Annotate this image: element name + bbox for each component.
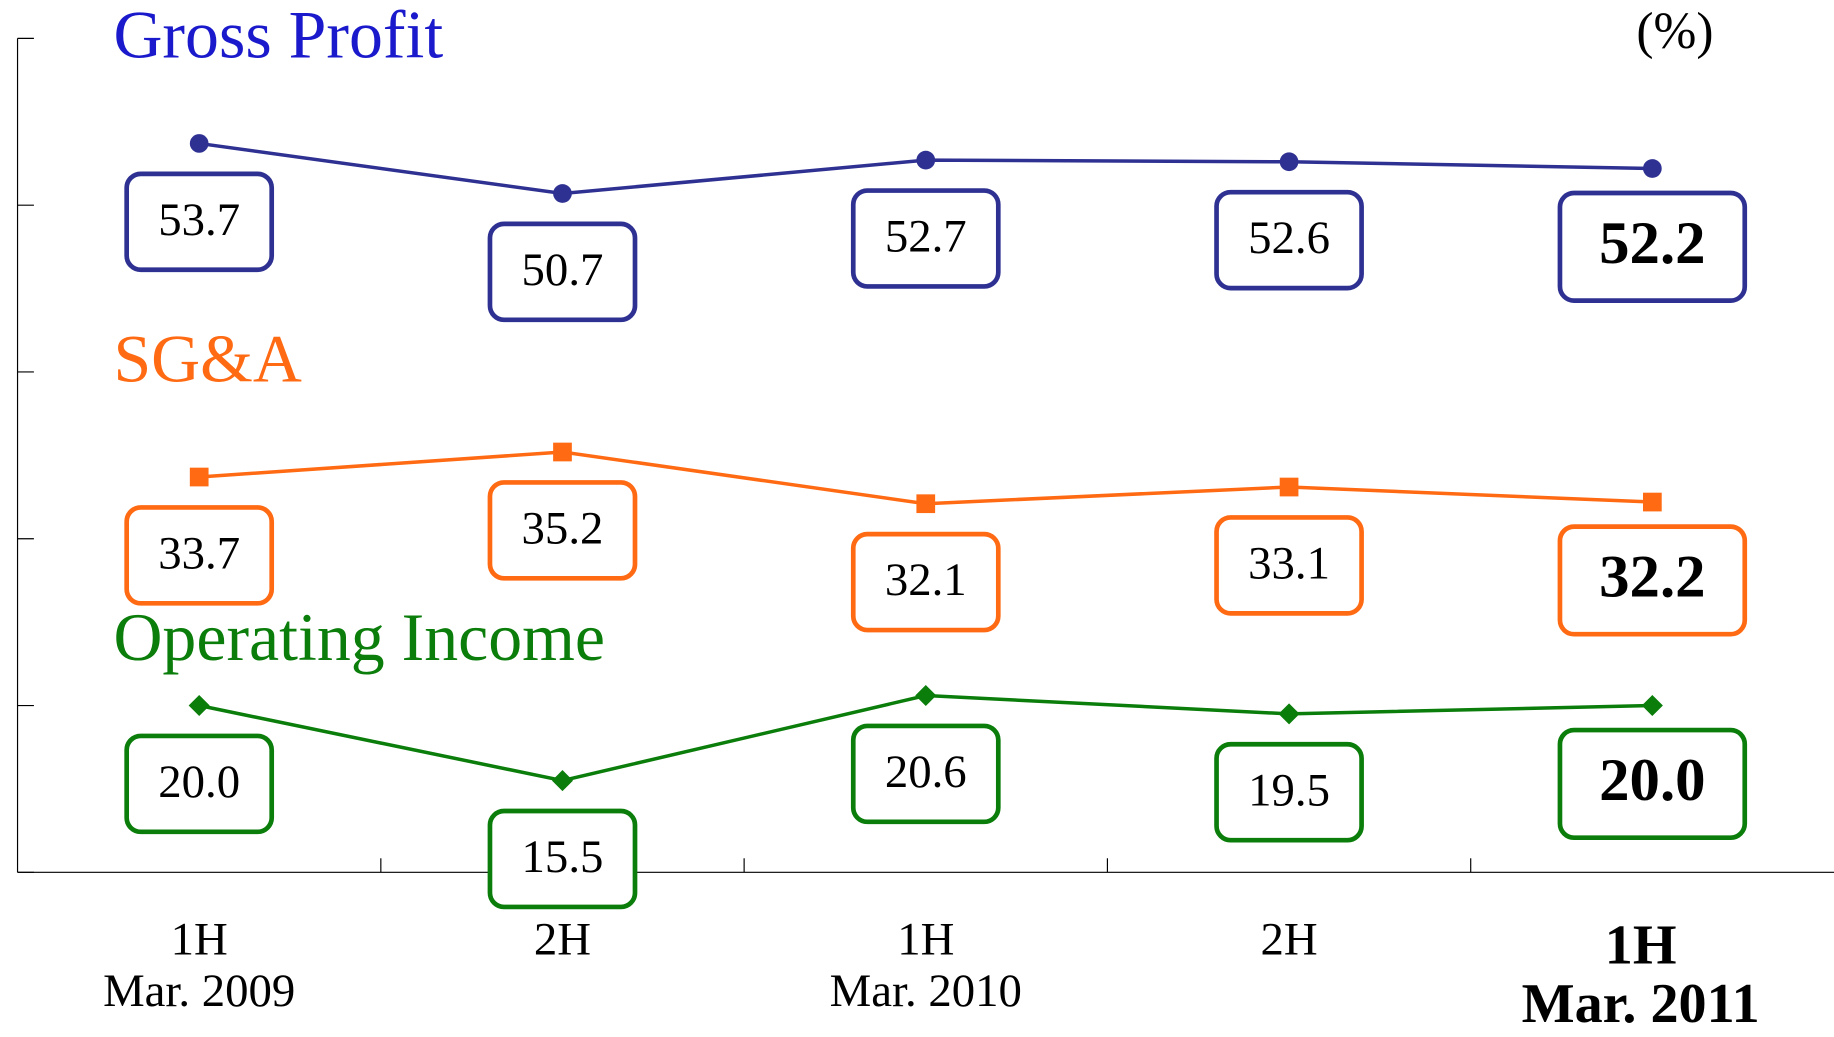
value-label-box bbox=[1214, 741, 1364, 843]
value-label: 33.1 bbox=[1248, 537, 1330, 589]
value-label-box bbox=[850, 531, 1001, 633]
value-label: 20.0 bbox=[158, 756, 240, 808]
marker bbox=[916, 494, 936, 514]
x-tick-label: 1H bbox=[897, 913, 954, 965]
value-label-box bbox=[850, 188, 1001, 289]
value-label-box bbox=[124, 505, 275, 606]
marker bbox=[1279, 152, 1299, 172]
marker bbox=[553, 442, 572, 462]
value-label-box bbox=[1557, 727, 1748, 841]
marker bbox=[553, 184, 572, 203]
marker bbox=[1642, 159, 1662, 178]
marker bbox=[189, 467, 209, 487]
value-label-box bbox=[1557, 524, 1748, 637]
value-label: 33.7 bbox=[158, 527, 240, 579]
value-label: 20.0 bbox=[1599, 747, 1705, 814]
value-label-box bbox=[487, 808, 638, 910]
x-tick-label: Mar. 2011 bbox=[1522, 973, 1760, 1035]
marker bbox=[189, 134, 209, 153]
marker bbox=[915, 684, 937, 707]
value-label: 53.7 bbox=[158, 194, 240, 246]
value-label: 35.2 bbox=[522, 502, 604, 554]
unit-label: (%) bbox=[1636, 3, 1713, 60]
value-label: 20.6 bbox=[885, 746, 967, 798]
x-tick-label: 1H bbox=[1605, 915, 1677, 977]
value-label: 50.7 bbox=[522, 244, 604, 296]
value-label: 52.2 bbox=[1599, 210, 1705, 277]
marker bbox=[188, 694, 210, 717]
marker bbox=[1641, 694, 1663, 717]
marker bbox=[551, 770, 574, 792]
x-tick-label: 1H bbox=[171, 913, 228, 965]
series-label: Gross Profit bbox=[113, 0, 443, 72]
value-label-box bbox=[124, 733, 275, 835]
value-label-box bbox=[850, 723, 1001, 825]
value-label-box bbox=[487, 480, 638, 581]
value-label-box bbox=[1214, 515, 1364, 616]
value-label: 52.7 bbox=[885, 211, 967, 263]
value-label: 19.5 bbox=[1248, 764, 1330, 816]
marker bbox=[1278, 703, 1300, 725]
x-tick-label: Mar. 2010 bbox=[830, 965, 1022, 1017]
marker bbox=[916, 150, 936, 170]
value-label-box bbox=[1214, 189, 1364, 291]
value-label-box bbox=[124, 171, 275, 273]
x-tick-label: 2H bbox=[1260, 913, 1317, 965]
value-label-box bbox=[1557, 190, 1748, 303]
series-label: SG&A bbox=[113, 321, 301, 396]
x-tick-label: 2H bbox=[534, 913, 591, 965]
value-label: 32.1 bbox=[885, 554, 967, 606]
value-label: 15.5 bbox=[522, 831, 604, 883]
value-label: 52.6 bbox=[1248, 212, 1330, 264]
value-label: 32.2 bbox=[1599, 544, 1705, 611]
value-label-box bbox=[487, 221, 638, 323]
marker bbox=[1642, 492, 1662, 512]
marker bbox=[1279, 477, 1299, 497]
x-tick-label: Mar. 2009 bbox=[103, 965, 295, 1017]
series-label: Operating Income bbox=[113, 600, 605, 675]
